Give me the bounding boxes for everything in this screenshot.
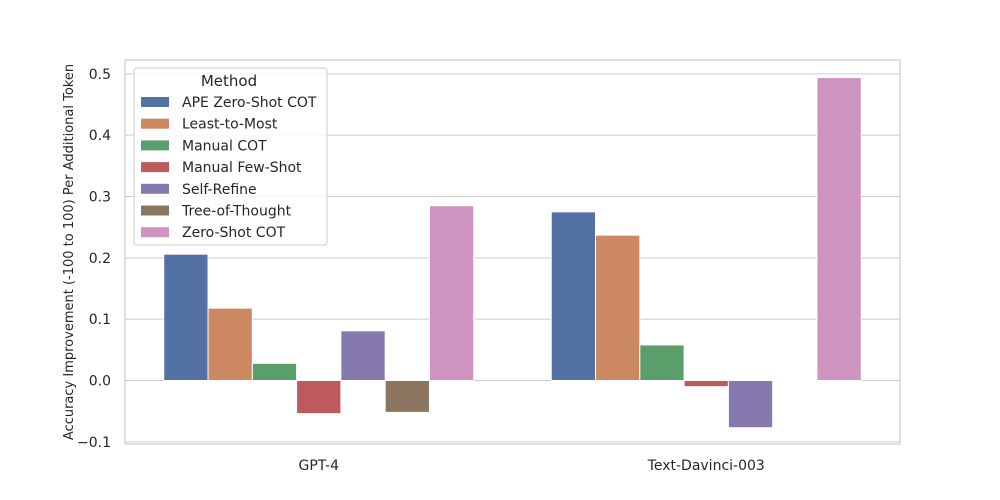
legend-label: Tree-of-Thought [181,204,292,220]
bar [683,380,729,388]
y-tick-label: 0.3 [89,190,111,206]
bar [639,344,685,381]
legend-swatch [141,97,169,107]
legend-label: Manual Few-Shot [182,160,302,176]
legend-label: APE Zero-Shot COT [182,95,317,111]
bar [251,362,298,382]
bars [163,77,862,429]
bar [384,380,430,413]
bar [550,211,597,381]
bar [595,234,641,381]
legend-items: APE Zero-Shot COT Least-to-Most Manual COT… [141,95,317,241]
y-tick-label: 0.1 [89,312,111,328]
legend-box [133,67,328,246]
legend-swatch [141,227,169,238]
legend-label: Least-to-Most [182,117,278,133]
x-axis-ticks: GPT-4 Text-Davinci-003 [298,458,764,474]
legend-swatch [141,140,169,151]
legend-swatch [141,205,169,216]
y-tick-label: −0.1 [77,435,111,451]
bar [163,253,209,381]
legend-swatch [141,183,169,194]
y-tick-label: 0.2 [89,251,111,267]
legend-label: Self-Refine [182,182,257,198]
legend-label: Zero-Shot COT [182,225,286,241]
bar [772,380,818,382]
y-axis-ticks: −0.1 0.0 0.1 0.2 0.3 0.4 0.5 [77,67,111,451]
bar [428,205,475,381]
bar [207,307,253,382]
x-tick-label: GPT-4 [298,458,339,474]
x-tick-label: Text-Davinci-003 [647,458,765,474]
legend-title: Method [201,72,257,90]
y-tick-label: 0.5 [89,67,111,83]
legend-swatch [141,118,169,129]
bar [340,330,386,381]
y-tick-label: 0.0 [89,374,111,390]
bar [816,77,862,382]
legend: Method APE Zero-Shot COT Least-to-Most Man… [133,67,328,246]
legend-label: Manual COT [182,138,267,154]
y-tick-label: 0.4 [89,128,111,144]
bar [296,380,342,415]
legend-swatch [141,162,169,173]
bar [727,380,774,429]
y-axis-label: Accuracy Improvement (-100 to 100) Per A… [62,64,77,440]
